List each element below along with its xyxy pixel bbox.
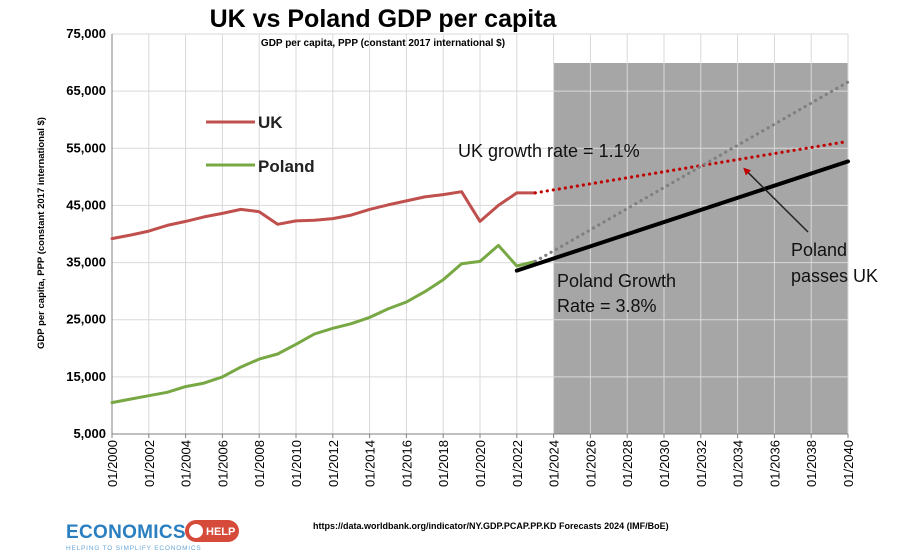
- passes-annotation-line1: Poland: [791, 240, 847, 260]
- poland-growth-annotation-line1: Poland Growth: [557, 271, 676, 291]
- x-tick-label: 01/2010: [289, 440, 304, 487]
- y-tick-label: 5,000: [73, 426, 106, 441]
- y-tick-label: 75,000: [66, 26, 106, 41]
- y-tick-labels: 5,000 15,000 25,000 35,000 45,000 55,000 65,00…: [66, 26, 106, 441]
- economics-help-logo: ECONOMICS HELP HELPING TO SIMPLIFY ECONO…: [66, 520, 239, 552]
- y-tick-label: 45,000: [66, 197, 106, 212]
- series-poland-forecast: [533, 80, 850, 263]
- logo-text: ECONOMICS: [66, 522, 186, 543]
- x-tick-label: 01/2036: [767, 440, 782, 487]
- passes-annotation-line2: passes UK: [791, 266, 878, 286]
- x-tick-label: 01/2026: [583, 440, 598, 487]
- x-tick-label: 01/2038: [804, 440, 819, 487]
- x-tick-label: 01/2030: [657, 440, 672, 487]
- x-tick-label: 01/2034: [731, 440, 746, 487]
- x-tick-label: 01/2006: [215, 440, 230, 487]
- chart-title: UK vs Poland GDP per capita: [210, 5, 558, 33]
- x-tick-label: 01/2008: [252, 440, 267, 487]
- logo-tagline: HELPING TO SIMPLIFY ECONOMICS: [66, 545, 202, 552]
- uk-growth-annotation: UK growth rate = 1.1%: [458, 141, 640, 161]
- legend-label-uk: UK: [258, 113, 283, 132]
- x-tick-label: 01/2018: [436, 440, 451, 487]
- y-tick-label: 55,000: [66, 140, 106, 155]
- y-axis-label: GDP per capita, PPP (constant 2017 inter…: [36, 117, 47, 349]
- x-tick-label: 01/2002: [142, 440, 157, 487]
- logo-badge-text: HELP: [206, 526, 235, 538]
- source-note: https://data.worldbank.org/indicator/NY.…: [313, 521, 669, 531]
- x-tick-label: 01/2016: [399, 440, 414, 487]
- x-tick-label: 01/2020: [473, 440, 488, 487]
- y-tick-label: 65,000: [66, 83, 106, 98]
- series-poland: [110, 243, 537, 405]
- series-uk-forecast: [533, 139, 850, 195]
- legend: UK Poland: [206, 113, 315, 176]
- series-layer: [110, 80, 850, 405]
- x-tick-label: 01/2014: [363, 440, 378, 487]
- x-tick-labels: 01/2000 01/2002 01/2004 01/2006 01/2008 01/20…: [105, 434, 856, 487]
- poland-growth-annotation-line2: Rate = 3.8%: [557, 296, 657, 316]
- x-tick-label: 01/2028: [620, 440, 635, 487]
- y-tick-label: 25,000: [66, 312, 106, 327]
- series-trend: [514, 159, 850, 273]
- chart-subtitle: GDP per capita, PPP (constant 2017 inter…: [261, 38, 505, 49]
- x-tick-label: 01/2012: [326, 440, 341, 487]
- x-tick-label: 01/2032: [694, 440, 709, 487]
- passes-arrow: [743, 167, 809, 233]
- x-tick-label: 01/2022: [510, 440, 525, 487]
- y-tick-label: 35,000: [66, 255, 106, 270]
- x-tick-label: 01/2004: [179, 440, 194, 487]
- x-tick-label: 01/2040: [841, 440, 856, 487]
- grid-lines: [112, 33, 849, 434]
- x-tick-label: 01/2024: [547, 440, 562, 487]
- y-tick-label: 15,000: [66, 369, 106, 384]
- legend-label-poland: Poland: [258, 157, 315, 176]
- series-uk: [110, 190, 537, 241]
- logo-circle-icon: [189, 524, 203, 538]
- x-tick-label: 01/2000: [105, 440, 120, 487]
